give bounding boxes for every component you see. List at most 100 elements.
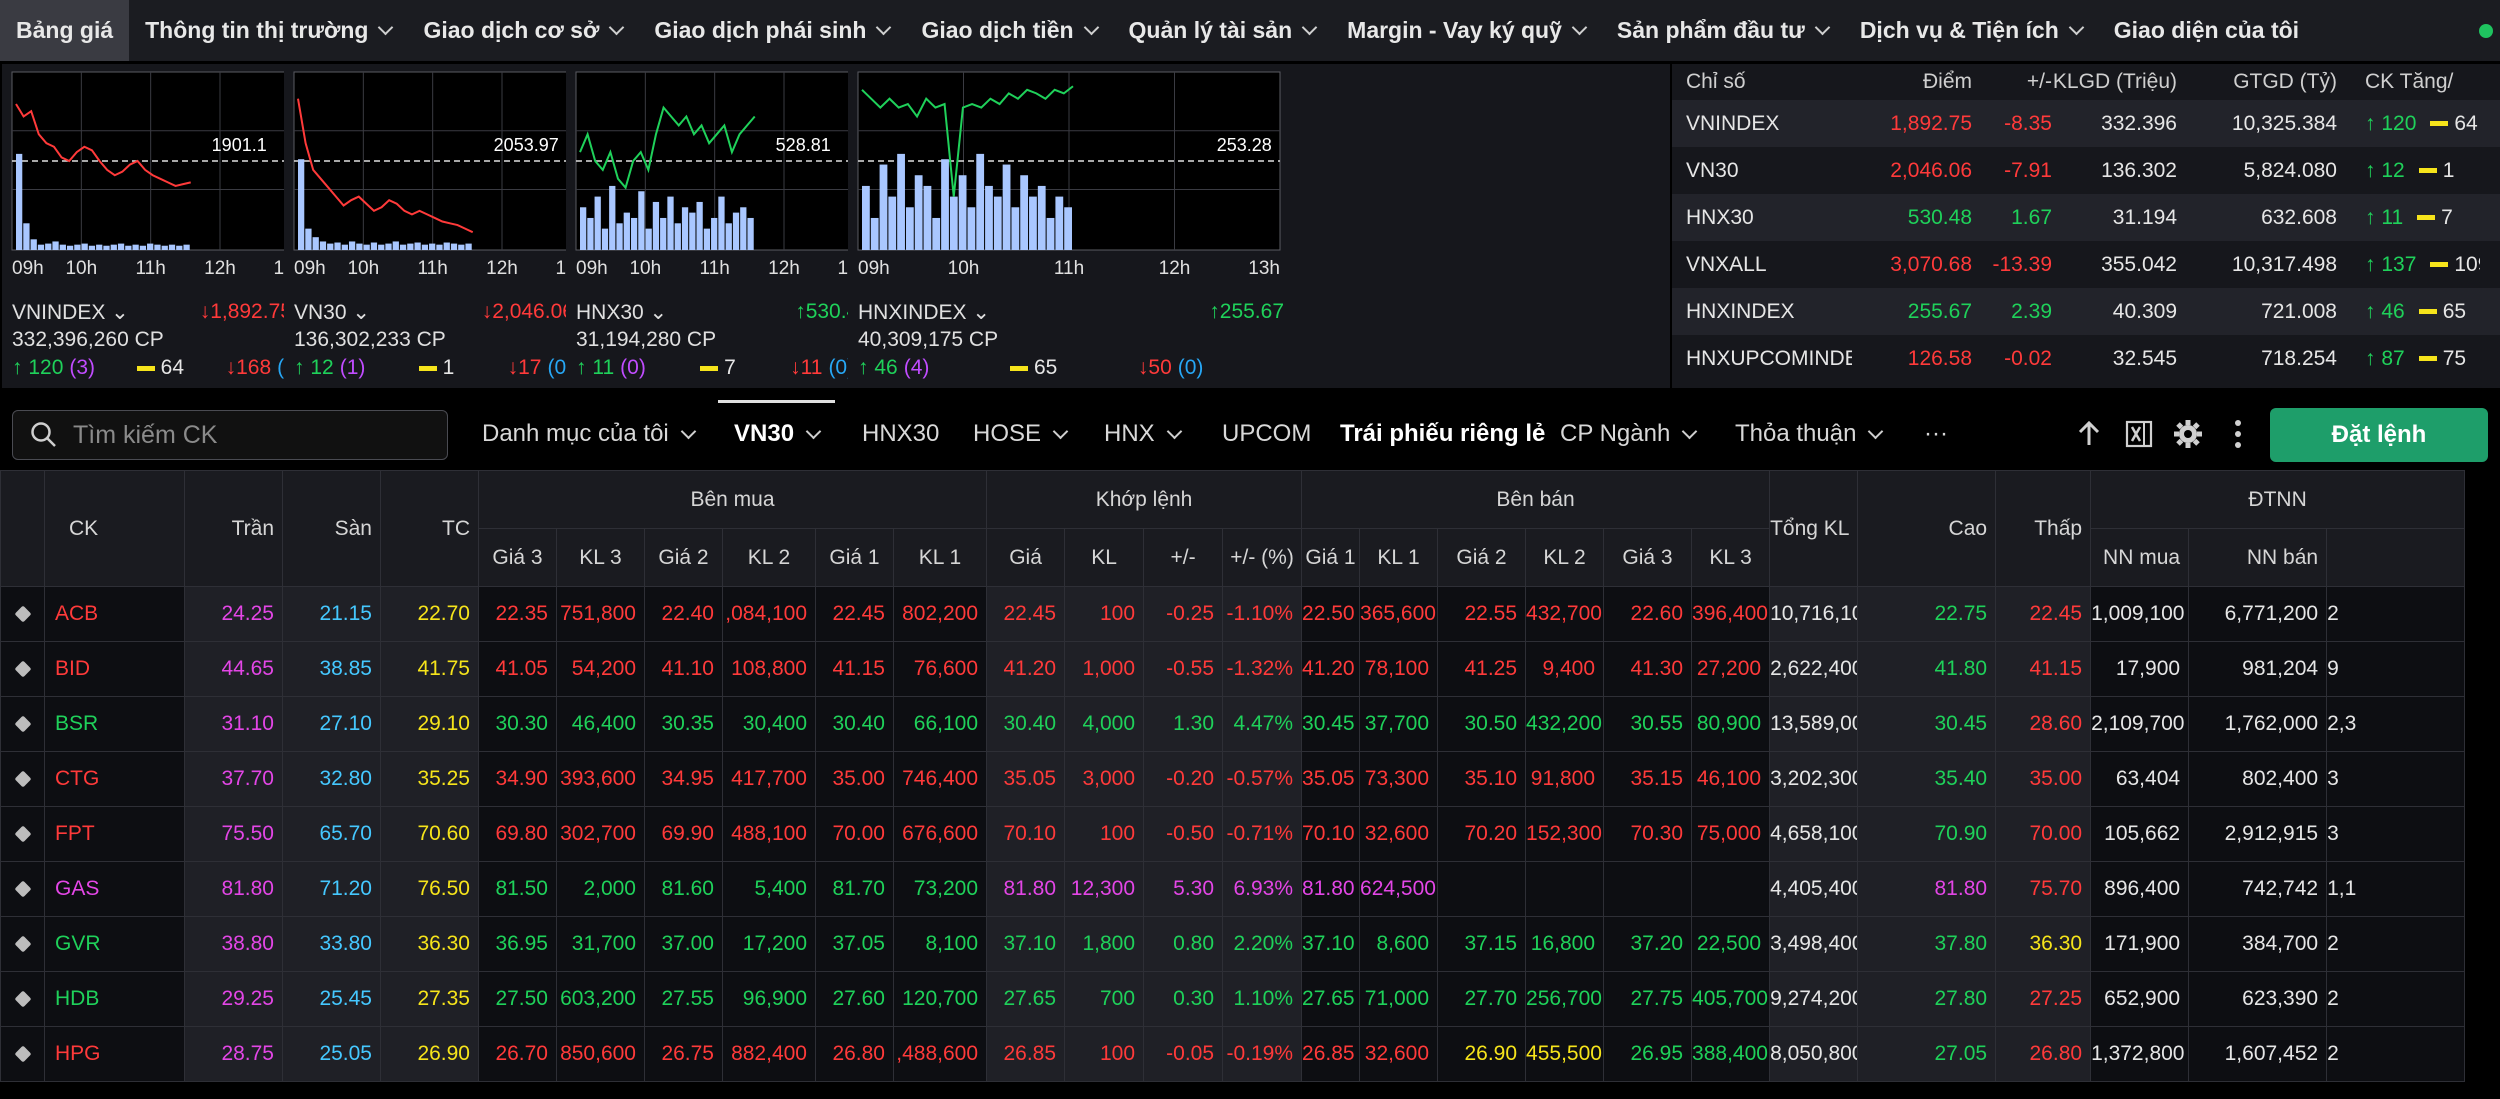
table-row[interactable]: HPG 28.75 25.05 26.90 26.70 850,600 26.75 882,4… [0,1026,2500,1082]
board-tab-9[interactable]: ··· [1924,400,1948,468]
more-options-icon[interactable] [2232,418,2244,450]
table-row[interactable]: CTG 37.70 32.80 35.25 34.90 393,600 34.95 417,7… [0,751,2500,807]
mini-chart-hnxindex[interactable]: 253.28 09h 10h 11h 12h 13h HNXINDEX ⌄ ↑255.67 40… [848,64,1670,388]
total-volume: 10,716,100 [1769,586,1859,642]
pin-icon[interactable] [0,916,45,972]
pin-icon[interactable] [0,971,45,1027]
match-change: 0.30 [1143,971,1224,1027]
bid-volume: 46,400 [556,696,645,752]
index-row[interactable]: HNX30 530.48 1.67 31.194 632.608 ↑ 11 7 [1672,194,2500,241]
nav-item-9[interactable]: Giao diện của tôi [2098,0,2315,61]
board-tab-8[interactable]: Thỏa thuận [1735,400,1884,468]
board-tab-0[interactable]: Danh mục của tôi [482,400,697,468]
pin-icon[interactable] [0,696,45,752]
index-name: HNXUPCOMINDEX [1686,346,1852,370]
nav-item-8[interactable]: Dịch vụ & Tiện ích [1844,0,2098,61]
low-price: 27.25 [1995,971,2092,1027]
stock-search-box[interactable] [12,410,448,460]
stock-search-input[interactable] [73,417,433,453]
ask-price: 37.10 [1301,916,1361,972]
table-row[interactable]: GAS 81.80 71.20 76.50 81.50 2,000 81.60 5,400 81… [0,861,2500,917]
time-tick-label: 09h [12,258,44,279]
nav-item-7[interactable]: Sản phẩm đầu tư [1601,0,1844,61]
header-pct: +/- (%) [1222,528,1303,587]
volume-bar [914,175,923,250]
header-foreign-buy: NN mua [2090,528,2190,587]
unchanged-count: 7 [2441,205,2453,229]
nav-item-2[interactable]: Giao dịch cơ sở [407,0,638,61]
pin-icon[interactable] [0,641,45,697]
ask-price: 22.60 [1603,586,1693,642]
index-name: VN30 [1686,158,1739,182]
nav-item-1[interactable]: Thông tin thị trường [129,0,407,61]
header-kl2: KL 2 [722,528,816,587]
board-tab-4[interactable]: HNX [1104,400,1182,468]
place-order-button[interactable]: Đặt lệnh [2270,408,2488,462]
index-volume: 136,302,233 CP [294,328,446,351]
export-excel-icon[interactable] [2124,419,2154,449]
bid-price: 41.10 [644,641,723,697]
index-row[interactable]: HNXINDEX 255.67 2.39 40.309 721.008 ↑ 46 65 [1672,288,2500,335]
index-volume: 136.302 [2101,158,2177,182]
pin-icon[interactable] [0,1026,45,1082]
nav-item-6[interactable]: Margin - Vay ký quỹ [1331,0,1601,61]
board-tab-1[interactable]: VN30 [718,400,836,468]
board-tab-5[interactable]: UPCOM [1222,400,1311,468]
index-value: 721.008 [2261,299,2337,323]
nav-item-4[interactable]: Giao dịch tiền [905,0,1112,61]
chevron-down-icon [1571,19,1588,36]
ask-price: 35.05 [1301,751,1361,807]
low-price: 70.00 [1995,806,2092,862]
nav-item-0[interactable]: Bảng giá [0,0,130,61]
table-row[interactable]: FPT 75.50 65.70 70.60 69.80 302,700 69.90 488,1… [0,806,2500,862]
ask-volume: 432,700 [1525,586,1605,642]
bid-volume: ,084,100 [722,586,816,642]
volume-bar [363,244,370,250]
table-row[interactable]: BID 44.65 38.85 41.75 41.05 54,200 41.10 108,80… [0,641,2500,697]
pin-icon[interactable] [0,861,45,917]
decliners-count: ↓17 [507,356,542,379]
pin-icon[interactable] [0,586,45,642]
ask-price: 26.95 [1603,1026,1693,1082]
table-row[interactable]: HDB 29.25 25.45 27.35 27.50 603,200 27.55 96,90… [0,971,2500,1027]
chevron-down-icon [1052,423,1069,439]
index-row[interactable]: VNXALL 3,070.68 -13.39 355.042 10,317.498 ↑ 1… [1672,241,2500,288]
board-tab-3[interactable]: HOSE [973,400,1069,468]
nav-item-5[interactable]: Quản lý tài sản [1113,0,1332,61]
ceiling-price: 24.25 [184,586,283,642]
index-row[interactable]: VN30 2,046.06 -7.91 136.302 5,824.080 ↑ 12 1 [1672,147,2500,194]
pin-icon[interactable] [0,751,45,807]
pin-icon[interactable] [0,806,45,862]
index-change: -0.02 [2004,346,2052,370]
bid-volume: 5,400 [722,861,816,917]
ask-volume: 27,200 [1691,641,1771,697]
scroll-top-icon[interactable] [2074,419,2104,449]
volume-bar [932,217,941,250]
ask-price: 30.55 [1603,696,1693,752]
ask-volume: 624,500 [1359,861,1439,917]
search-icon [31,422,56,447]
bid-price: 30.40 [815,696,894,752]
ask-price: 22.50 [1301,586,1361,642]
table-row[interactable]: ACB 24.25 21.15 22.70 22.35 751,800 22.40,084,… [0,586,2500,642]
table-row[interactable]: GVR 38.80 33.80 36.30 36.95 31,700 37.00 17,200… [0,916,2500,972]
chevron-down-icon [1682,423,1698,439]
table-row[interactable]: BSR 31.10 27.10 29.10 30.30 46,400 30.35 30,400… [0,696,2500,752]
index-name: HNX30 ⌄ [576,300,668,324]
board-tab-2[interactable]: HNX30 [862,400,939,468]
reference-price: 29.10 [380,696,479,752]
match-change-percent: -1.10% [1222,586,1303,642]
header-s2: Giá 2 [1437,528,1527,587]
header-sk3: KL 3 [1691,528,1771,587]
pin-shape [14,660,31,678]
settings-gear-icon[interactable] [2172,418,2204,450]
nav-item-3[interactable]: Giao dịch phái sinh [638,0,905,61]
board-tab-6[interactable]: Trái phiếu riêng lẻ [1340,400,1545,468]
high-price: 70.90 [1857,806,1997,862]
index-volume: 332,396,260 CP [12,328,164,351]
board-tab-7[interactable]: CP Ngành [1560,400,1698,468]
index-row[interactable]: VNINDEX 1,892.75 -8.35 332.396 10,325.384 ↑ 1… [1672,100,2500,147]
pin-shape [14,715,31,733]
header-kl: KL [1064,528,1145,587]
